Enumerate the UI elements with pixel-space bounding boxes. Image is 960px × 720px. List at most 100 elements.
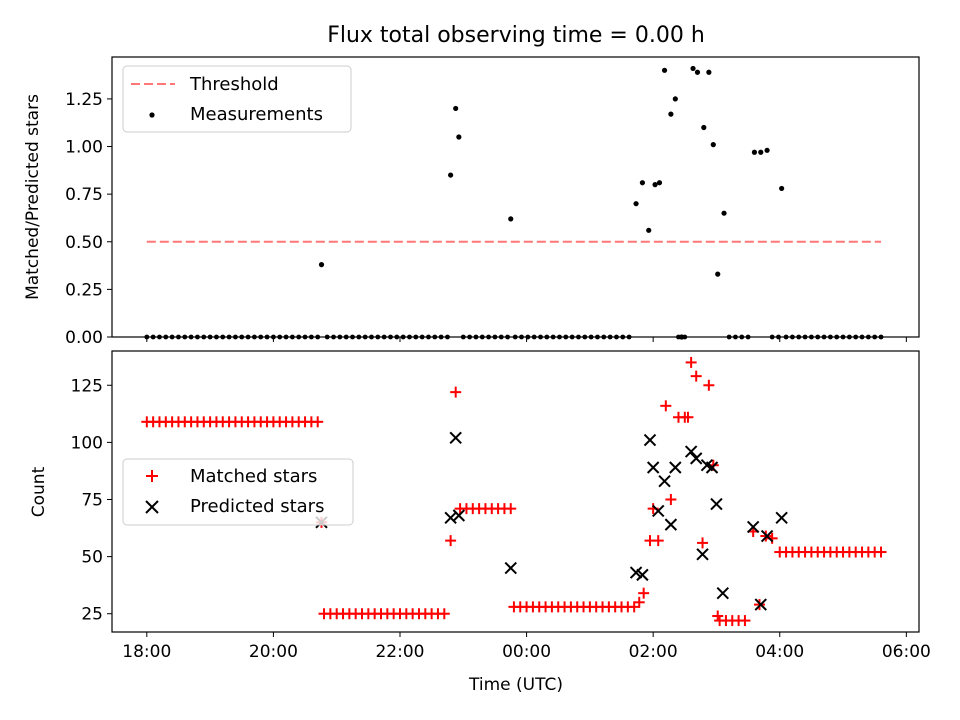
x-tick-label: 02:00 bbox=[629, 642, 678, 662]
bottom-y-ticks: 25 50 75 100 125 bbox=[71, 376, 112, 625]
predicted-star-marker bbox=[716, 586, 729, 600]
measurements-legend-swatch bbox=[149, 112, 155, 118]
measurement-point bbox=[456, 134, 462, 140]
predicted-star-marker bbox=[444, 511, 457, 524]
predicted-star-marker bbox=[658, 475, 671, 488]
y-tick-label: 0.00 bbox=[65, 328, 103, 348]
matched-legend-swatch bbox=[146, 470, 158, 482]
matched-star-marker bbox=[628, 601, 640, 613]
measurement-point bbox=[690, 65, 696, 72]
predicted-star-marker bbox=[696, 548, 709, 561]
measurement-point bbox=[715, 271, 721, 277]
matched-star-marker bbox=[438, 608, 450, 620]
bottom-y-axis-label: Count bbox=[29, 466, 49, 517]
measurement-point bbox=[764, 147, 770, 153]
top-axes: 0.00 0.25 0.50 0.75 1.00 1.25 Matched/Predict… bbox=[23, 56, 920, 348]
predicted-star-marker bbox=[664, 518, 678, 531]
measurement-point bbox=[668, 111, 674, 117]
predicted-star-marker bbox=[643, 433, 657, 447]
x-tick-label: 22:00 bbox=[375, 642, 424, 662]
measurement-point bbox=[652, 182, 658, 188]
predicted-star-marker bbox=[705, 461, 719, 474]
y-tick-label: 50 bbox=[81, 548, 103, 568]
y-tick-label: 75 bbox=[81, 490, 103, 510]
bottom-axes-frame bbox=[111, 350, 920, 633]
measurement-point bbox=[672, 96, 678, 102]
measurement-point bbox=[721, 210, 727, 216]
bottom-axes: 25 50 75 100 125 18:00 20:00 22:00 00:00 02:00 04… bbox=[29, 350, 931, 695]
x-tick-label: 00:00 bbox=[502, 642, 551, 662]
bottom-legend: Matched stars Predicted stars bbox=[122, 458, 354, 526]
matched-star-marker bbox=[690, 370, 702, 382]
legend-measurements: Measurements bbox=[190, 104, 323, 125]
matched-star-marker bbox=[739, 615, 751, 627]
matched-star-marker bbox=[450, 386, 462, 398]
measurement-point bbox=[751, 149, 758, 155]
matched-star-marker bbox=[665, 493, 677, 505]
measurement-point bbox=[710, 142, 716, 148]
y-tick-label: 1.00 bbox=[65, 138, 103, 158]
measurement-point bbox=[639, 180, 646, 186]
x-axis-label: Time (UTC) bbox=[468, 675, 563, 695]
top-legend: Threshold Measurements bbox=[122, 65, 352, 133]
matched-star-marker bbox=[875, 546, 887, 558]
bottom-x-ticks: 18:00 20:00 22:00 00:00 02:00 04:00 06:00 bbox=[122, 632, 931, 662]
matched-star-marker bbox=[638, 587, 650, 599]
bottom-legend-box bbox=[122, 458, 354, 526]
measurement-point bbox=[453, 105, 459, 112]
y-tick-label: 0.50 bbox=[65, 233, 103, 253]
matched-star-marker bbox=[682, 411, 694, 423]
matched-star-marker bbox=[505, 503, 517, 515]
matched-star-marker bbox=[445, 535, 457, 547]
matched-star-marker bbox=[703, 379, 715, 391]
matched-star-marker bbox=[652, 535, 664, 547]
predicted-star-marker bbox=[760, 529, 774, 543]
predicted-star-marker bbox=[452, 509, 466, 522]
measurement-point bbox=[448, 172, 454, 178]
matched-star-marker bbox=[312, 416, 324, 428]
measurement-point bbox=[701, 124, 707, 131]
bottom-plot-marks bbox=[141, 356, 887, 627]
measurement-point bbox=[646, 227, 652, 233]
predicted-star-marker bbox=[669, 461, 682, 474]
y-tick-label: 1.25 bbox=[65, 90, 103, 110]
measurement-point bbox=[633, 201, 639, 207]
x-tick-label: 20:00 bbox=[249, 642, 298, 662]
chart-title: Flux total observing time = 0.00 h bbox=[327, 23, 705, 48]
measurement-point bbox=[779, 185, 785, 192]
measurement-point bbox=[318, 262, 325, 268]
predicted-legend-swatch bbox=[145, 500, 159, 514]
matched-star-marker bbox=[697, 537, 709, 549]
predicted-star-marker bbox=[646, 461, 660, 474]
predicted-star-marker bbox=[652, 504, 665, 518]
predicted-star-marker bbox=[636, 568, 649, 582]
top-x-ticks bbox=[146, 337, 907, 342]
top-y-ticks: 0.00 0.25 0.50 0.75 1.00 1.25 bbox=[65, 90, 112, 348]
measurement-point bbox=[508, 216, 514, 222]
y-tick-label: 125 bbox=[71, 376, 103, 396]
measurement-point bbox=[694, 69, 701, 75]
measurement-point bbox=[758, 149, 764, 155]
y-tick-label: 0.25 bbox=[65, 280, 103, 300]
measurement-point bbox=[661, 67, 668, 73]
y-tick-label: 100 bbox=[71, 433, 103, 453]
measurement-point bbox=[656, 180, 663, 186]
predicted-star-marker bbox=[710, 497, 723, 511]
predicted-star-marker bbox=[504, 561, 517, 575]
predicted-star-marker bbox=[689, 452, 703, 465]
top-legend-box bbox=[122, 65, 352, 133]
legend-predicted-stars: Predicted stars bbox=[190, 496, 324, 517]
matched-star-marker bbox=[712, 610, 724, 622]
predicted-star-marker bbox=[746, 520, 760, 534]
legend-threshold: Threshold bbox=[189, 74, 279, 95]
y-tick-label: 0.75 bbox=[65, 185, 103, 205]
x-tick-label: 06:00 bbox=[882, 642, 931, 662]
predicted-star-marker bbox=[775, 511, 788, 524]
legend-matched-stars: Matched stars bbox=[190, 466, 317, 487]
matched-star-marker bbox=[685, 356, 697, 368]
predicted-star-marker bbox=[684, 445, 698, 458]
predicted-star-marker bbox=[449, 431, 462, 445]
x-tick-label: 04:00 bbox=[755, 642, 804, 662]
measurement-point bbox=[706, 69, 712, 75]
